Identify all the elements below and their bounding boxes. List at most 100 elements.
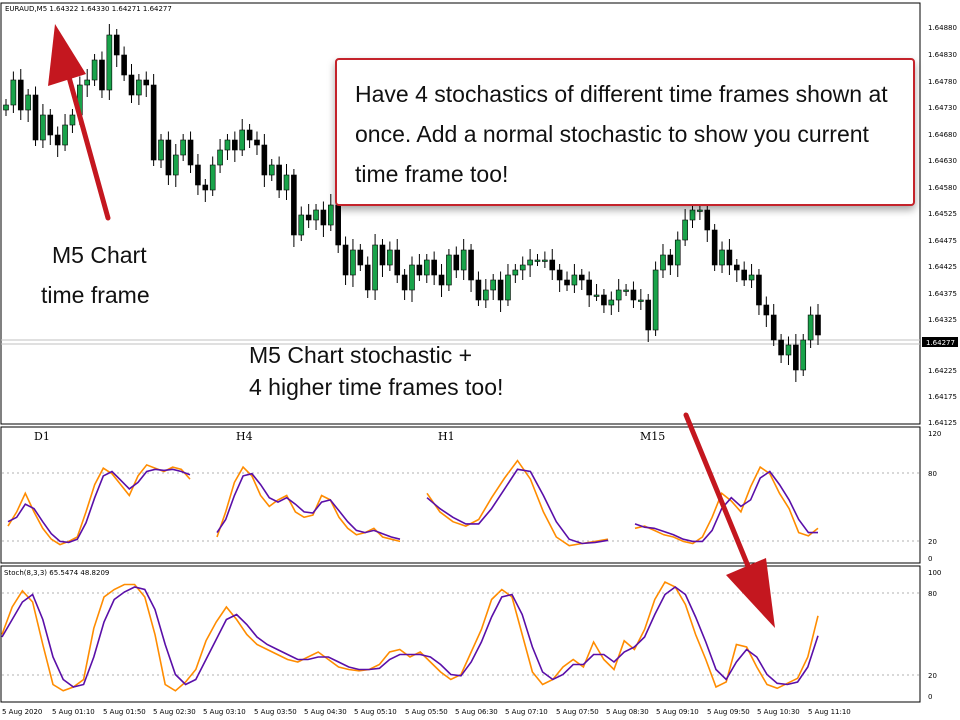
candle-bear [431, 259, 437, 276]
candle-bull [460, 249, 467, 271]
callout-text: Have 4 stochastics of different time fra… [355, 81, 888, 187]
stochastic [1, 580, 819, 692]
candle-bear [645, 299, 652, 331]
panel-label-d1: D1 [34, 430, 50, 443]
svg-text:5 Aug 09:50: 5 Aug 09:50 [707, 708, 750, 716]
candle-bull [62, 124, 68, 146]
candle-bull [239, 129, 246, 151]
candle-bull [748, 274, 755, 281]
candle-bull [519, 264, 526, 271]
candle-bear [438, 274, 445, 286]
m15-stoch-main-line [634, 465, 819, 545]
current-price-tag [922, 337, 958, 347]
candle-bear [556, 269, 563, 281]
candle-bear [305, 214, 312, 221]
candle-bull [490, 279, 497, 291]
candle-bear [549, 259, 556, 271]
candle-bull [423, 259, 430, 276]
candle-bull [660, 254, 666, 271]
candle-bull [106, 34, 113, 91]
candle-bear [497, 279, 504, 301]
svg-text:5 Aug 07:10: 5 Aug 07:10 [505, 708, 548, 716]
panel-label-m15: M15 [640, 430, 665, 443]
candle-bear [416, 264, 423, 276]
candle-bull [608, 299, 615, 306]
candle-bear [770, 314, 777, 341]
candle-bull [372, 244, 378, 291]
candle-bear [165, 139, 172, 176]
svg-text:1.64880: 1.64880 [928, 24, 957, 32]
candle-bear [121, 54, 127, 76]
candle-bull [697, 209, 703, 212]
svg-text:5 Aug 05:10: 5 Aug 05:10 [354, 708, 397, 716]
candle-bull [69, 114, 76, 126]
candle-bull [593, 294, 600, 297]
m15-stoch-signal-line [634, 470, 818, 543]
candle-bear [601, 294, 607, 306]
svg-text:1.64277: 1.64277 [926, 339, 955, 347]
candle-bull [527, 259, 533, 266]
candle-bear [578, 274, 585, 281]
candle-bear [468, 249, 474, 281]
candle-bull [91, 59, 98, 81]
candle-bull [483, 289, 489, 301]
candle-bear [379, 244, 386, 266]
candle-bull [652, 269, 659, 331]
candle-bull [682, 219, 688, 241]
candle-bull [800, 339, 807, 371]
stoch-title: Stoch(8,3,3) 65.5474 48.8209 [4, 569, 109, 577]
candle-bull [136, 79, 142, 96]
candle-bear [733, 264, 740, 271]
candle-bear [778, 339, 784, 356]
candle-bull [689, 209, 696, 221]
svg-text:1.64830: 1.64830 [928, 51, 957, 59]
candle-bear [150, 84, 157, 161]
svg-text:100: 100 [928, 569, 941, 577]
svg-text:1.64630: 1.64630 [928, 157, 957, 165]
svg-text:80: 80 [928, 590, 937, 598]
candle-bull [172, 154, 179, 176]
candle-bear [475, 279, 482, 301]
h4-stoch-signal-line [216, 472, 401, 540]
candle-bear [586, 279, 592, 296]
h4-stoch-main-line [216, 465, 401, 543]
svg-text:1.64375: 1.64375 [928, 290, 957, 298]
candle-bull [84, 79, 90, 86]
candle-bear [756, 274, 762, 306]
candle-bear [291, 174, 297, 236]
candle-bull [327, 204, 334, 226]
svg-text:5 Aug 05:50: 5 Aug 05:50 [405, 708, 448, 716]
candle-bull [40, 114, 46, 141]
svg-text:5 Aug 01:50: 5 Aug 01:50 [103, 708, 146, 716]
panel-label-h4: H4 [236, 430, 253, 443]
svg-text:5 Aug 03:10: 5 Aug 03:10 [203, 708, 246, 716]
candle-bull [224, 139, 231, 151]
candle-bull [217, 149, 223, 166]
candle-bull [505, 274, 511, 301]
candle-bear [394, 249, 401, 276]
candles [3, 24, 821, 382]
candle-bull [158, 139, 164, 161]
candle-bull [3, 104, 9, 111]
svg-text:5 Aug 07:50: 5 Aug 07:50 [556, 708, 599, 716]
svg-text:80: 80 [928, 470, 937, 478]
annotation-arrow-down [683, 412, 775, 628]
svg-text:1.64325: 1.64325 [928, 316, 957, 324]
timeframe-note-line-2: time frame [41, 282, 150, 308]
svg-text:1.64780: 1.64780 [928, 78, 957, 86]
candle-bull [409, 264, 415, 291]
stoch-main-line [1, 580, 819, 692]
candle-bear [564, 279, 570, 286]
svg-text:5 Aug 11:10: 5 Aug 11:10 [808, 708, 851, 716]
candle-bull [807, 314, 814, 341]
candle-bull [638, 299, 644, 302]
svg-text:1.64475: 1.64475 [928, 237, 957, 245]
panel-label-h1: H1 [438, 430, 455, 443]
stochastic-note-line-1: M5 Chart stochastic + [249, 342, 473, 368]
candle-bear [726, 249, 733, 266]
candle-bear [667, 254, 674, 266]
candle-bull [534, 259, 541, 262]
candle-bear [357, 249, 364, 266]
candle-bear [453, 254, 460, 271]
candle-bull [268, 164, 275, 176]
